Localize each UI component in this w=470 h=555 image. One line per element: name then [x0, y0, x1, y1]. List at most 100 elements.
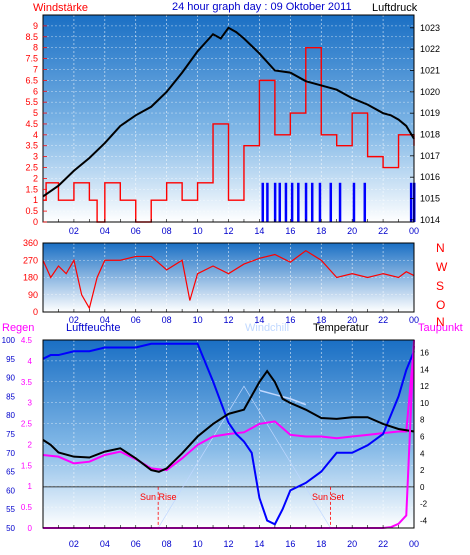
x-tick-label: 00 [409, 539, 419, 549]
legend-luftfeuchte: Luftfeuchte [66, 322, 120, 334]
x-tick-label: 10 [193, 226, 203, 236]
temp-tick-label: 10 [420, 399, 429, 408]
sun-set-label: Sun Set [312, 492, 345, 502]
dir-compass-label: N [436, 315, 445, 329]
x-tick-label: 12 [223, 539, 233, 549]
x-tick-label: 02 [69, 539, 79, 549]
x-tick-label: 08 [162, 539, 172, 549]
x-tick-label: 12 [223, 226, 233, 236]
pressure-tick-label: 1015 [420, 194, 440, 204]
pressure-tick-label: 1016 [420, 172, 440, 182]
pressure-tick-label: 1022 [420, 44, 440, 54]
wind-tick-label: 6.5 [25, 75, 38, 85]
temp-tick-label: 2 [420, 466, 425, 475]
pressure-tick-label: 1021 [420, 65, 440, 75]
pressure-axis-title: Luftdruck [372, 2, 418, 14]
x-tick-label: 06 [131, 226, 141, 236]
gust-bar [363, 182, 367, 222]
wind-tick-label: 2 [33, 173, 38, 183]
pressure-tick-label: 1023 [420, 23, 440, 33]
wind-tick-label: 4 [33, 130, 38, 140]
wind-tick-label: 7 [33, 64, 38, 74]
sun-arc [157, 385, 331, 529]
x-tick-label: 00 [409, 315, 419, 325]
wind-tick-label: 8.5 [25, 32, 38, 42]
x-tick-label: 16 [285, 539, 295, 549]
x-tick-label: 10 [193, 539, 203, 549]
wind-tick-label: 8 [33, 43, 38, 53]
regen-tick-label: 3 [28, 399, 33, 408]
gust-bar [338, 182, 342, 222]
x-tick-label: 08 [162, 226, 172, 236]
humidity-tick-label: 90 [6, 374, 15, 383]
wind-tick-label: 9 [33, 21, 38, 31]
wind-tick-label: 4.5 [25, 119, 38, 129]
humidity-tick-label: 55 [6, 505, 15, 514]
humidity-tick-label: 75 [6, 430, 15, 439]
x-tick-label: 18 [316, 539, 326, 549]
chart-title: 24 hour graph day : 09 Oktober 2011 [172, 1, 352, 13]
x-tick-label: 22 [378, 315, 388, 325]
temp-tick-label: 4 [420, 449, 425, 458]
pressure-tick-label: 1014 [420, 215, 440, 225]
x-tick-label: 14 [254, 226, 264, 236]
gust-bar [290, 182, 294, 222]
wind-tick-label: 3 [33, 152, 38, 162]
wind-tick-label: 1.5 [25, 184, 38, 194]
regen-tick-label: 0 [28, 524, 33, 533]
gust-bar [297, 182, 300, 222]
gust-bar [352, 182, 356, 222]
temp-tick-label: -4 [420, 516, 428, 525]
gust-bar [409, 182, 413, 222]
x-tick-label: 06 [131, 539, 141, 549]
sun-rise-label: Sun Rise [140, 492, 177, 502]
dir-compass-label: S [436, 279, 444, 293]
temp-tick-label: -2 [420, 500, 428, 509]
regen-tick-label: 2 [28, 440, 33, 449]
wind-tick-label: 5 [33, 108, 38, 118]
humidity-tick-label: 70 [6, 449, 15, 458]
regen-tick-label: 4 [28, 357, 33, 366]
temp-tick-label: 12 [420, 382, 429, 391]
regen-tick-label: 3.5 [21, 378, 33, 387]
wind-tick-label: 0.5 [25, 206, 38, 216]
temperature-series-line [42, 369, 415, 473]
x-tick-label: 18 [316, 315, 326, 325]
direction-series-line [42, 249, 415, 310]
wind-tick-label: 2.5 [25, 163, 38, 173]
regen-tick-label: 1.5 [21, 461, 33, 470]
legend-windchill: Windchill [245, 322, 289, 334]
temp-tick-label: 8 [420, 416, 425, 425]
x-tick-label: 04 [100, 315, 110, 325]
temp-tick-label: 16 [420, 349, 429, 358]
wind-axis-title: Windstärke [33, 2, 88, 14]
x-tick-label: 10 [193, 315, 203, 325]
humidity-tick-label: 60 [6, 486, 15, 495]
temp-tick-label: 6 [420, 433, 425, 442]
wind-tick-label: 6 [33, 86, 38, 96]
gust-bar [304, 182, 308, 222]
legend-temperatur: Temperatur [313, 322, 369, 334]
x-tick-label: 00 [409, 226, 419, 236]
regen-tick-label: 0.5 [21, 503, 33, 512]
x-tick-label: 16 [285, 226, 295, 236]
x-tick-label: 20 [347, 226, 357, 236]
wind-tick-label: 3.5 [25, 141, 38, 151]
x-tick-label: 18 [316, 226, 326, 236]
dir-tick-label: 90 [28, 290, 38, 300]
humidity-tick-label: 65 [6, 468, 15, 477]
dir-tick-label: 270 [23, 255, 38, 265]
temp-tick-label: 14 [420, 365, 429, 374]
wind-tick-label: 1 [33, 195, 38, 205]
gust-bar [310, 182, 314, 222]
x-tick-label: 14 [254, 315, 264, 325]
x-tick-label: 22 [378, 226, 388, 236]
x-tick-label: 12 [223, 315, 233, 325]
gust-bar [278, 182, 282, 222]
humidity-tick-label: 100 [2, 336, 16, 345]
wind-series-line [43, 46, 415, 223]
dir-compass-label: O [436, 298, 445, 312]
x-tick-label: 16 [285, 315, 295, 325]
x-tick-label: 08 [162, 315, 172, 325]
